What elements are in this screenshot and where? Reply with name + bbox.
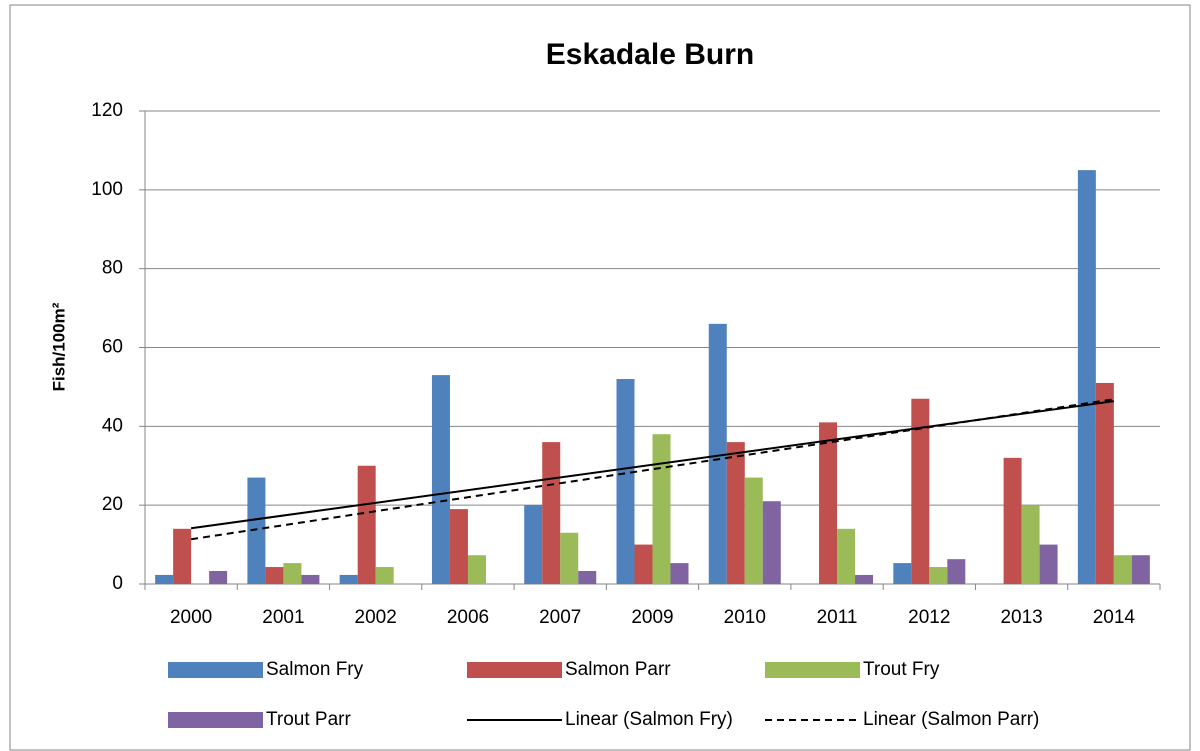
bar: [155, 574, 174, 584]
legend-swatch: [467, 662, 562, 678]
bar: [357, 465, 376, 584]
bar: [431, 375, 450, 584]
bar: [283, 563, 302, 584]
bar: [947, 559, 966, 584]
x-tick-label: 2011: [817, 607, 858, 628]
x-tick-label: 2012: [908, 607, 950, 628]
chart-title: Eskadale Burn: [546, 38, 754, 71]
legend-label: Salmon Fry: [266, 659, 364, 680]
y-tick-label: 120: [91, 100, 123, 121]
x-tick-label: 2007: [539, 607, 581, 628]
bar: [893, 563, 912, 584]
legend-swatch: [765, 662, 860, 678]
x-tick-label: 2002: [355, 607, 397, 628]
bar: [929, 567, 948, 584]
bar: [616, 379, 635, 584]
bar: [1077, 170, 1096, 584]
bar: [375, 567, 394, 584]
bar: [1003, 457, 1022, 584]
bar: [652, 434, 671, 584]
bar: [1039, 544, 1058, 584]
bar: [467, 555, 486, 584]
bar: [837, 528, 856, 584]
y-tick-label: 60: [102, 337, 123, 358]
bar: [1131, 555, 1150, 584]
bar: [524, 505, 543, 584]
y-tick-label: 100: [91, 179, 123, 200]
bar: [265, 567, 284, 584]
bar: [209, 570, 228, 584]
y-tick-label: 80: [102, 258, 123, 279]
bar: [247, 477, 266, 584]
bar: [1095, 382, 1114, 584]
x-tick-label: 2014: [1093, 607, 1136, 628]
legend-label: Trout Fry: [863, 659, 940, 680]
x-tick-label: 2010: [724, 607, 766, 628]
bar: [670, 563, 689, 584]
bar: [542, 442, 561, 584]
bar: [634, 544, 653, 584]
y-tick-label: 20: [102, 494, 123, 515]
y-axis-label: Fish/100m²: [49, 302, 68, 391]
bar: [560, 532, 579, 584]
x-tick-label: 2009: [631, 607, 673, 628]
legend-label: Linear (Salmon Parr): [863, 709, 1039, 730]
x-tick-label: 2001: [262, 607, 304, 628]
bar: [744, 477, 763, 584]
bar: [1113, 555, 1132, 584]
x-tick-label: 2000: [170, 607, 212, 628]
x-tick-label: 2013: [1000, 607, 1042, 628]
legend-label: Linear (Salmon Fry): [565, 709, 733, 730]
bar: [339, 574, 358, 584]
bar: [578, 570, 597, 584]
y-tick-label: 0: [112, 573, 123, 594]
bar: [762, 501, 781, 584]
x-tick-label: 2006: [447, 607, 489, 628]
bar: [173, 528, 192, 584]
legend-swatch: [168, 662, 263, 678]
bar: [911, 398, 930, 584]
legend-label: Salmon Parr: [565, 659, 671, 680]
y-tick-label: 40: [102, 415, 123, 436]
bar: [855, 574, 874, 584]
bar: [449, 509, 468, 584]
chart-frame: [9, 4, 1191, 751]
trendline: [190, 400, 1115, 530]
legend-swatch: [168, 712, 263, 728]
bar: [1021, 505, 1040, 584]
bar: [819, 422, 838, 584]
bar: [708, 323, 727, 584]
bar: [726, 442, 745, 584]
legend-label: Trout Parr: [266, 709, 351, 730]
bar: [301, 574, 320, 584]
